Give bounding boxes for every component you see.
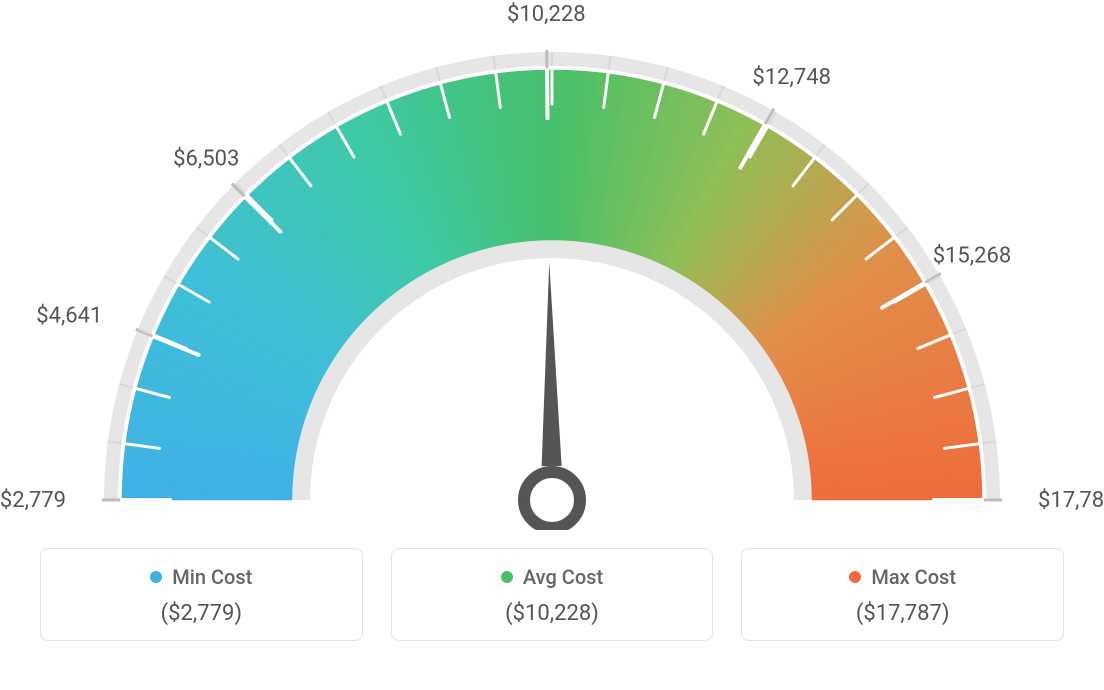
legend-value-avg: ($10,228) bbox=[402, 601, 703, 626]
gauge-tick-label: $4,641 bbox=[36, 303, 102, 328]
legend-value-min: ($2,779) bbox=[51, 601, 352, 626]
legend-title-max: Max Cost bbox=[871, 565, 956, 589]
gauge-tick-label: $12,748 bbox=[752, 65, 831, 90]
dot-icon bbox=[849, 571, 861, 583]
gauge-tick-label: $10,228 bbox=[507, 2, 586, 27]
legend-title-min: Min Cost bbox=[172, 565, 252, 589]
legend-card-max: Max Cost ($17,787) bbox=[741, 548, 1064, 641]
legend-value-max: ($17,787) bbox=[752, 601, 1053, 626]
gauge-tick-label: $6,503 bbox=[173, 146, 239, 171]
dot-icon bbox=[501, 571, 513, 583]
legend-title-avg: Avg Cost bbox=[523, 565, 603, 589]
legend-card-min: Min Cost ($2,779) bbox=[40, 548, 363, 641]
gauge-hub bbox=[524, 472, 580, 528]
gauge-tick-label: $17,787 bbox=[1038, 488, 1104, 513]
gauge-tick-label: $15,268 bbox=[933, 243, 1012, 268]
cost-gauge-chart: $2,779 $4,641 $6,503 $10,228 $12,748 $15,268 $… bbox=[0, 0, 1104, 530]
legend-card-avg: Avg Cost ($10,228) bbox=[391, 548, 714, 641]
legend-row: Min Cost ($2,779) Avg Cost ($10,228) Max… bbox=[40, 548, 1064, 641]
dot-icon bbox=[150, 571, 162, 583]
gauge-tick-label: $2,779 bbox=[0, 488, 66, 513]
gauge-needle bbox=[542, 262, 562, 466]
